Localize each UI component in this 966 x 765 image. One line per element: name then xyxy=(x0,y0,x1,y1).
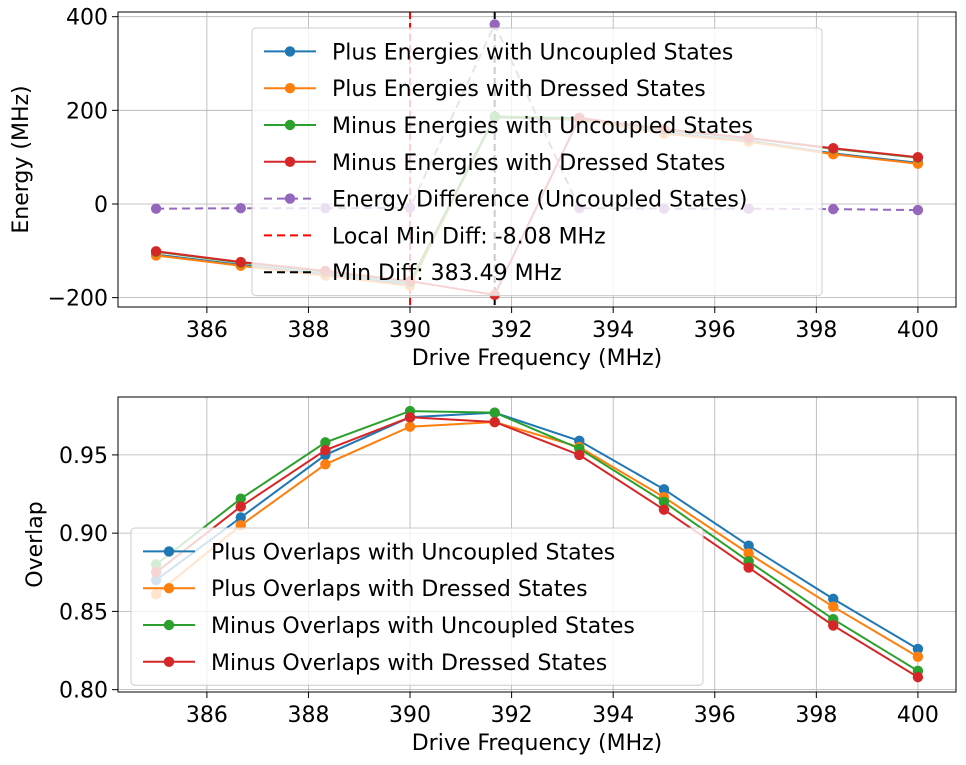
data-point xyxy=(150,203,162,214)
legend-marker xyxy=(284,46,296,57)
data-point xyxy=(320,459,331,470)
legend-marker xyxy=(163,583,175,594)
data-point xyxy=(404,412,416,423)
x-tick-label: 398 xyxy=(795,703,837,728)
overlap-x-axis-label: Drive Frequency (MHz) xyxy=(412,731,663,756)
legend-box xyxy=(251,27,823,297)
series-line xyxy=(155,411,919,650)
y-tick-label: 0.80 xyxy=(59,679,108,704)
x-tick-label: 400 xyxy=(897,703,939,728)
x-tick-label: 388 xyxy=(287,318,329,343)
x-tick-label: 388 xyxy=(287,703,329,728)
legend-marker xyxy=(284,83,296,94)
data-point xyxy=(489,407,500,418)
overlap-y-axis-label: Overlap xyxy=(23,501,48,587)
data-point xyxy=(320,445,331,456)
data-point xyxy=(658,484,670,495)
legend-label: Plus Overlaps with Uncoupled States xyxy=(211,540,615,565)
y-tick-label: 0 xyxy=(94,193,108,218)
legend-marker xyxy=(284,119,296,131)
y-tick-label: 400 xyxy=(66,6,108,31)
x-tick-label: 390 xyxy=(389,318,431,343)
data-point xyxy=(150,246,162,257)
y-tick-label: 0.90 xyxy=(59,522,108,547)
x-tick-label: 392 xyxy=(491,318,533,343)
series-line xyxy=(155,416,919,678)
series-line xyxy=(155,410,919,672)
energy-ticks: 386 388 390 392 394 396 398 400 −200 0 200 400 xyxy=(48,6,939,343)
data-point xyxy=(912,151,924,163)
x-tick-label: 394 xyxy=(592,318,634,343)
data-point xyxy=(828,593,839,605)
legend-marker xyxy=(163,656,175,667)
energy-plot-frame xyxy=(117,11,957,308)
x-tick-label: 386 xyxy=(186,318,228,343)
data-point xyxy=(235,256,246,268)
data-point xyxy=(235,512,246,523)
legend-label: Minus Energies with Uncoupled States xyxy=(332,114,753,139)
series-line xyxy=(155,420,919,658)
x-tick-label: 394 xyxy=(592,703,634,728)
legend-label: Plus Overlaps with Dressed States xyxy=(211,577,588,602)
x-tick-label: 392 xyxy=(491,703,533,728)
data-point xyxy=(574,449,585,461)
data-point xyxy=(912,643,924,655)
x-tick-label: 400 xyxy=(897,318,939,343)
data-point xyxy=(912,671,924,683)
legend-label: Min Diff: 383.49 MHz xyxy=(332,261,562,286)
x-tick-label: 386 xyxy=(186,703,228,728)
legend-label: Local Min Diff: -8.08 MHz xyxy=(332,224,606,249)
data-point xyxy=(828,601,839,612)
data-point xyxy=(743,540,754,551)
y-tick-label: 200 xyxy=(66,99,108,124)
legend-marker xyxy=(284,193,296,204)
data-point xyxy=(235,501,246,512)
data-point xyxy=(828,620,839,631)
data-point xyxy=(320,437,331,448)
y-tick-label: 0.85 xyxy=(59,600,108,625)
legend-label: Plus Energies with Dressed States xyxy=(332,77,706,102)
y-tick-label: −200 xyxy=(48,287,108,312)
legend-label: Minus Overlaps with Dressed States xyxy=(211,651,607,676)
data-point xyxy=(828,143,839,154)
data-point xyxy=(828,203,839,215)
data-point xyxy=(404,421,416,432)
x-tick-label: 396 xyxy=(694,318,736,343)
legend-label: Energy Difference (Uncoupled States) xyxy=(332,188,747,213)
overlap-chart: 386 388 390 392 394 396 398 400 0.80 0.85 0.90 0.95… xyxy=(23,396,957,756)
data-point xyxy=(489,19,500,30)
legend-marker xyxy=(284,156,296,167)
overlap-plot-frame xyxy=(117,396,957,693)
x-tick-label: 396 xyxy=(694,703,736,728)
x-tick-label: 390 xyxy=(389,703,431,728)
energy-legend: Plus Energies with Uncoupled States Plus … xyxy=(251,27,823,297)
energy-x-axis-label: Drive Frequency (MHz) xyxy=(412,346,663,371)
data-point xyxy=(743,562,754,573)
data-point xyxy=(912,204,924,216)
data-point xyxy=(235,493,246,504)
data-point xyxy=(743,548,754,559)
overlap-ticks: 386 388 390 392 394 396 398 400 0.80 0.85 0.90 0.95 xyxy=(59,444,939,728)
y-tick-label: 0.95 xyxy=(59,444,108,469)
legend-marker xyxy=(163,619,175,631)
x-tick-label: 398 xyxy=(795,318,837,343)
data-point xyxy=(912,651,924,662)
data-point xyxy=(658,504,670,515)
legend-marker xyxy=(163,546,175,557)
energy-chart: 386 388 390 392 394 396 398 400 −200 0 200 400 Driv… xyxy=(9,6,957,371)
energy-y-axis-label: Energy (MHz) xyxy=(9,85,34,233)
legend-label: Minus Energies with Dressed States xyxy=(332,151,725,176)
overlap-legend: Plus Overlaps with Uncoupled States Plus … xyxy=(130,527,704,686)
legend-box xyxy=(130,527,704,686)
data-point xyxy=(658,496,670,508)
data-point xyxy=(235,202,246,214)
data-point xyxy=(489,416,500,428)
legend-label: Minus Overlaps with Uncoupled States xyxy=(211,614,635,639)
legend-label: Plus Energies with Uncoupled States xyxy=(332,40,733,65)
